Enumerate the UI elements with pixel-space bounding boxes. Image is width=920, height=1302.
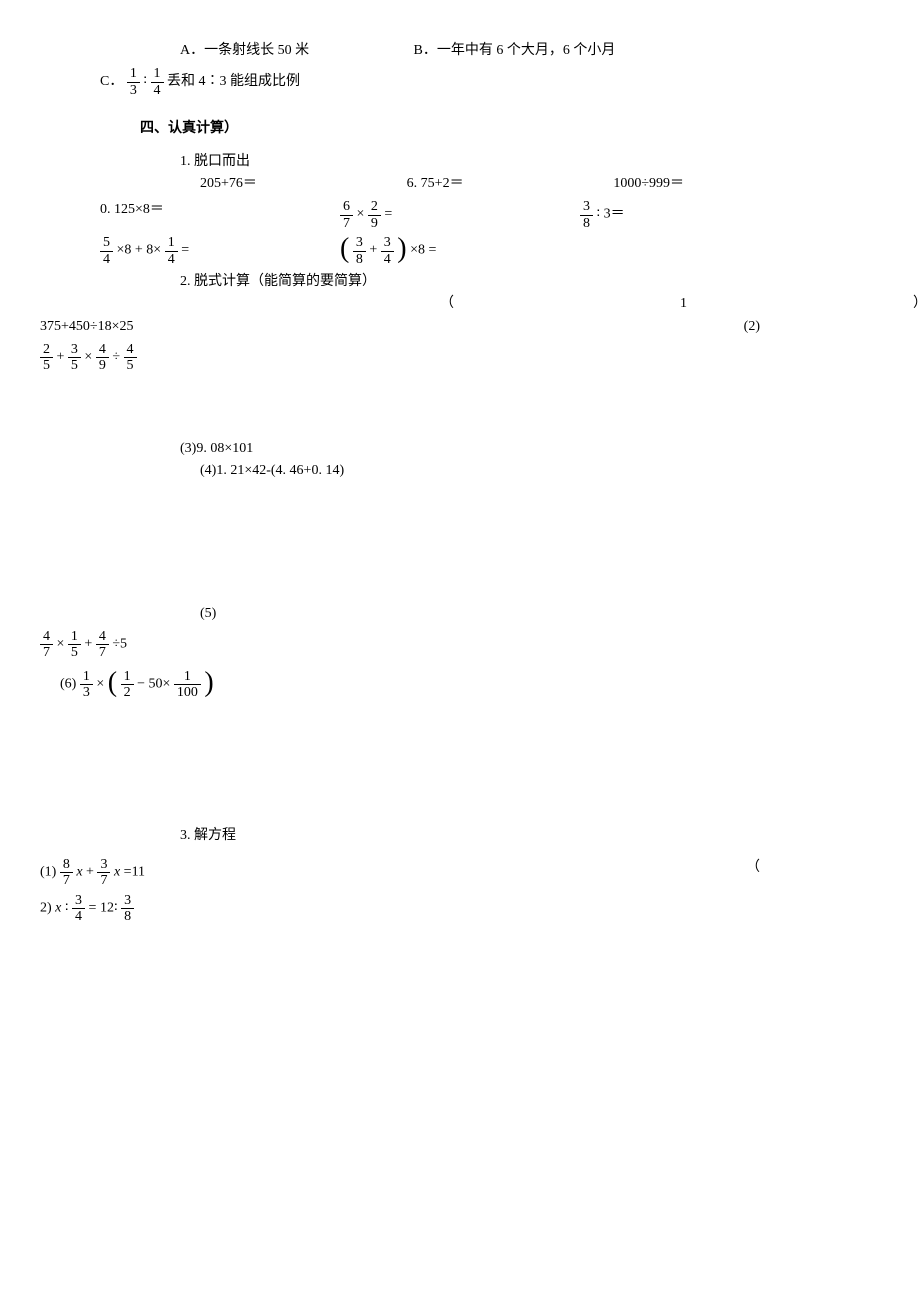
paren-close-2: ) [204, 669, 213, 697]
sub2-title: 2. 脱式计算（能简算的要简算） [180, 271, 820, 293]
expr-p5-label: (5) [200, 603, 820, 625]
colon-2: ∶ [597, 207, 601, 222]
expr-p3: (3)9. 08×101 [180, 438, 820, 460]
section-4-title: 四、认真计算） [140, 118, 820, 140]
eq1: (1) 8 7 x + 3 7 x =11 [40, 857, 145, 889]
frac-3-8: 3 8 [580, 199, 593, 231]
option-c: C． 1 3 ∶ 1 4 丢和 4∶3 能组成比例 [100, 66, 820, 98]
frac-4-7b: 4 7 [96, 629, 109, 661]
p6-mid: − 50× [137, 677, 170, 692]
mental-row-1: 205+76＝ 6. 75+2＝ 1000÷999＝ [200, 173, 820, 195]
colon-3: ∶ [65, 900, 69, 915]
frac-1-4: 1 4 [151, 66, 164, 98]
p5-suffix: ÷5 [112, 637, 127, 652]
p6-prefix: (6) [60, 677, 80, 692]
wide-row-1: （ 1 ） 1 [100, 293, 920, 315]
eq2-mid: 12∶ [100, 900, 118, 915]
q8-eq: = [428, 243, 436, 258]
q7-mid1: ×8 + 8× [117, 243, 162, 258]
q8-mid: ×8 [410, 243, 425, 258]
frac-3-4: 3 4 [381, 235, 394, 267]
x-1: x [76, 865, 82, 880]
frac-3-4b: 3 4 [72, 893, 85, 925]
frac-6-7: 6 7 [340, 199, 353, 231]
frac-4-9: 4 9 [96, 342, 109, 374]
frac-3-7: 3 7 [97, 857, 110, 889]
mental-q7: 5 4 ×8 + 8× 1 4 = [100, 235, 340, 267]
frac-1-100: 1 100 [174, 669, 201, 701]
option-b: B．一年中有 6 个大月，6 个小月 [414, 43, 616, 58]
frac-4-5: 4 5 [124, 342, 137, 374]
frac-1-3b: 1 3 [80, 669, 93, 701]
expr-1-left: 375+450÷18×25 [40, 316, 133, 338]
expr-1-right: (2) [744, 316, 760, 338]
expr-p4: (4)1. 21×42-(4. 46+0. 14) [200, 460, 820, 482]
frac-5-4: 5 4 [100, 235, 113, 267]
eq-2: = [89, 900, 97, 915]
mental-empty [580, 235, 820, 267]
plus-4: + [86, 865, 97, 880]
times-3: × [57, 637, 65, 652]
wide-open: （ [440, 293, 454, 315]
colon-1: ∶ [143, 74, 147, 89]
frac-1-4b: 1 4 [165, 235, 178, 267]
frac-8-7: 8 7 [60, 857, 73, 889]
wide-one: 1 [680, 293, 687, 315]
frac-3-5: 3 5 [68, 342, 81, 374]
mental-q5: 6 7 × 2 9 = [340, 199, 580, 231]
mental-q2: 6. 75+2＝ [407, 173, 614, 195]
sub3-title: 3. 解方程 [180, 825, 820, 847]
expr-p6: (6) 1 3 × ( 1 2 − 50× 1 100 ) [60, 669, 820, 701]
frac-3-8c: 3 8 [121, 893, 134, 925]
eq1-open: （ [746, 857, 760, 889]
times-2: × [84, 350, 92, 365]
frac-1-3: 1 3 [127, 66, 140, 98]
mental-q4: 0. 125×8＝ [100, 199, 340, 231]
times-4: × [96, 677, 104, 692]
mental-q8: ( 3 8 + 3 4 ) ×8 = [340, 235, 580, 267]
mental-row-2: 0. 125×8＝ 6 7 × 2 9 = 3 8 ∶ 3＝ [100, 199, 820, 231]
mental-row-3: 5 4 ×8 + 8× 1 4 = ( 3 8 + 3 4 ) ×8 = [100, 235, 820, 267]
expr-line-1: 375+450÷18×25 (2) [40, 316, 760, 338]
q6-mid: 3＝ [604, 207, 625, 222]
frac-1-5: 1 5 [68, 629, 81, 661]
option-row-ab: A．一条射线长 50 米 B．一年中有 6 个大月，6 个小月 [180, 40, 820, 62]
x-3: x [55, 900, 61, 915]
frac-2-5: 2 5 [40, 342, 53, 374]
times-1: × [357, 207, 365, 222]
plus-1: + [369, 243, 380, 258]
option-c-prefix: C． [100, 75, 123, 90]
mental-q3: 1000÷999＝ [613, 173, 820, 195]
eq11: =11 [124, 865, 145, 880]
expr-p5: 4 7 × 1 5 + 4 7 ÷5 [40, 629, 820, 661]
mental-q6: 3 8 ∶ 3＝ [580, 199, 820, 231]
option-a: A．一条射线长 50 米 [180, 40, 410, 62]
sub1-title: 1. 脱口而出 [180, 151, 820, 173]
eq-row-2: 2) x ∶ 3 4 = 12∶ 3 8 [40, 893, 820, 925]
plus-3: + [84, 637, 95, 652]
eq2-prefix: 2) [40, 900, 55, 915]
frac-4-7a: 4 7 [40, 629, 53, 661]
x-2: x [114, 865, 120, 880]
option-c-suffix: 丢和 4∶3 能组成比例 [167, 75, 300, 90]
eq1-prefix: (1) [40, 865, 60, 880]
frac-3-8b: 3 8 [353, 235, 366, 267]
q7-eq: = [181, 243, 189, 258]
expr-frac-line: 2 5 + 3 5 × 4 9 ÷ 4 5 [40, 342, 820, 374]
plus-2: + [57, 350, 68, 365]
frac-2-9: 2 9 [368, 199, 381, 231]
paren-close-1: ) [397, 235, 406, 263]
wide-close: ） [913, 293, 920, 315]
paren-open-1: ( [340, 235, 349, 263]
div-1: ÷ [112, 350, 120, 365]
frac-1-2: 1 2 [121, 669, 134, 701]
eq-row-1: (1) 8 7 x + 3 7 x =11 （ [40, 857, 760, 889]
paren-open-2: ( [108, 669, 117, 697]
eq-q5: = [384, 207, 392, 222]
mental-q1: 205+76＝ [200, 173, 407, 195]
